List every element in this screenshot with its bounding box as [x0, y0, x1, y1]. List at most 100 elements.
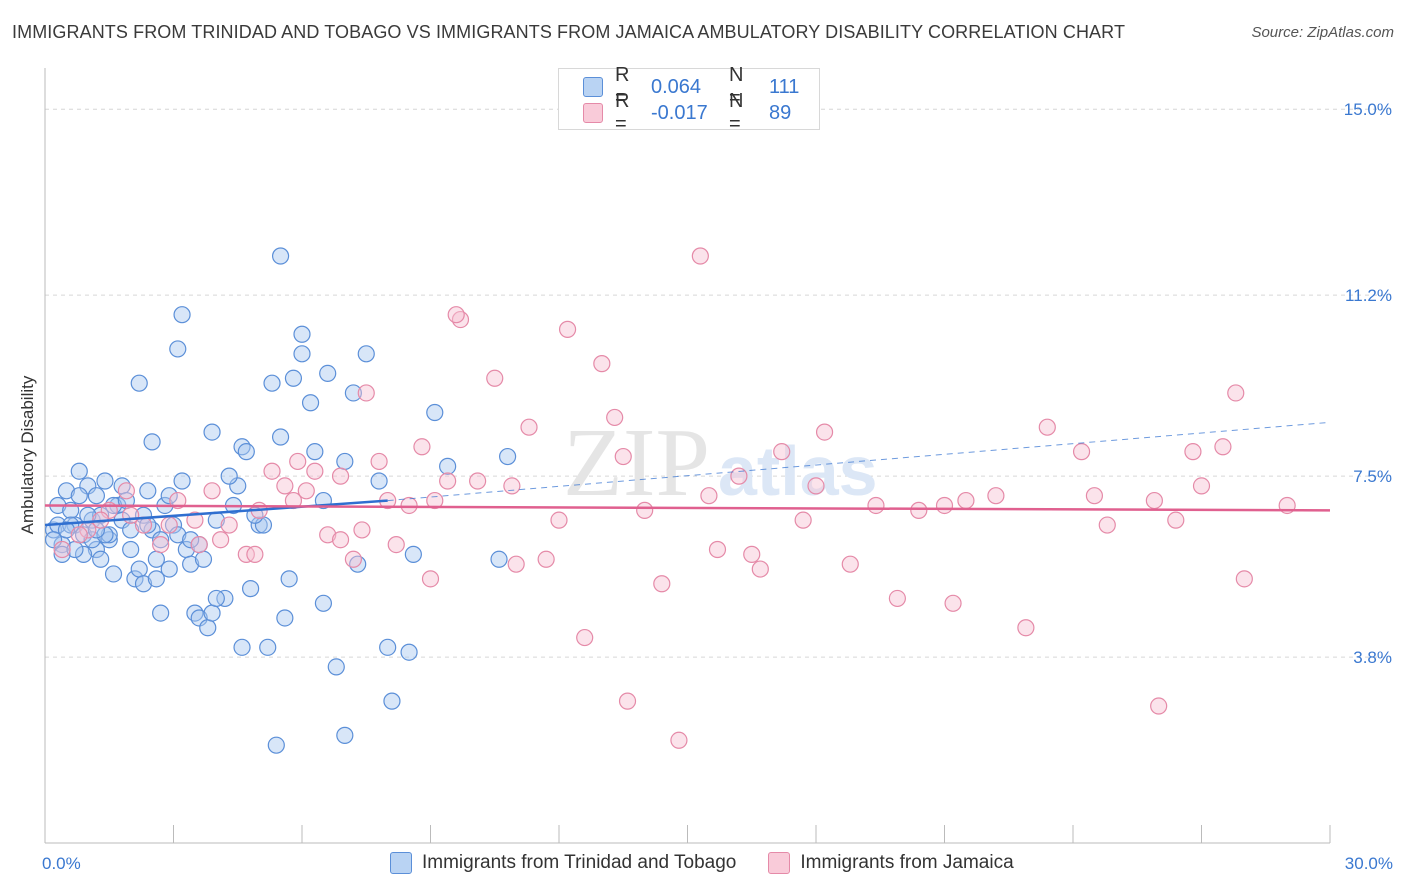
watermark-zip: ZIP — [563, 409, 710, 517]
data-point-trinidad — [152, 531, 170, 549]
data-point-jamaica — [421, 570, 440, 588]
data-point-trinidad — [160, 487, 178, 505]
y-axis-label: Ambulatory Disability — [18, 375, 37, 535]
data-point-jamaica — [794, 511, 812, 529]
data-point-trinidad — [160, 560, 178, 578]
data-point-jamaica — [469, 472, 487, 490]
data-point-trinidad — [242, 580, 260, 598]
data-point-trinidad — [134, 575, 153, 593]
data-point-trinidad — [96, 472, 114, 490]
data-point-trinidad — [250, 516, 268, 534]
data-point-jamaica — [773, 443, 791, 461]
data-point-trinidad — [233, 638, 251, 656]
data-point-jamaica — [691, 247, 709, 265]
data-point-trinidad — [130, 560, 148, 578]
data-point-jamaica — [537, 550, 555, 568]
data-point-trinidad — [203, 423, 221, 441]
data-point-trinidad — [143, 433, 161, 451]
data-point-jamaica — [331, 531, 350, 549]
grid-lines — [45, 108, 1390, 658]
data-point-trinidad — [499, 447, 517, 466]
tick-labels: 3.8% 7.5% 11.2% 15.0% 0.0% 30.0% — [42, 100, 1393, 873]
data-point-jamaica — [807, 477, 825, 495]
data-point-trinidad — [74, 545, 93, 563]
legend-item-trinidad[interactable]: Immigrants from Trinidad and Tobago — [390, 852, 736, 874]
data-point-jamaica — [220, 516, 238, 534]
data-point-trinidad — [130, 374, 148, 392]
data-point-trinidad — [100, 526, 118, 544]
data-point-jamaica — [1227, 384, 1245, 402]
data-point-jamaica — [618, 692, 637, 710]
data-point-jamaica — [439, 472, 457, 490]
data-point-jamaica — [169, 491, 187, 510]
data-point-jamaica — [1150, 697, 1168, 715]
data-point-trinidad — [182, 555, 200, 573]
n-label: N = — [729, 90, 744, 135]
data-point-trinidad — [83, 531, 101, 549]
data-point-jamaica — [331, 467, 350, 485]
chart-title: IMMIGRANTS FROM TRINIDAD AND TOBAGO VS I… — [12, 22, 1126, 42]
data-point-trinidad — [122, 521, 140, 539]
data-point-trinidad — [237, 443, 255, 461]
data-point-jamaica — [636, 501, 654, 519]
data-point-jamaica — [1214, 438, 1232, 456]
data-point-trinidad — [336, 452, 354, 471]
data-point-trinidad — [271, 247, 290, 265]
data-point-jamaica — [344, 550, 362, 568]
data-point-jamaica — [944, 594, 962, 612]
data-point-trinidad — [66, 516, 84, 534]
data-point-trinidad — [327, 658, 345, 676]
r-label: R = — [615, 64, 630, 109]
series-jamaica-points — [53, 247, 1296, 749]
series-legend: Immigrants from Trinidad and Tobago Immi… — [390, 852, 1046, 874]
data-point-trinidad — [284, 369, 303, 387]
data-point-jamaica — [1192, 477, 1211, 495]
data-point-jamaica — [263, 462, 281, 480]
data-point-trinidad — [301, 394, 320, 412]
data-point-jamaica — [1017, 619, 1035, 637]
data-point-jamaica — [1235, 570, 1253, 588]
data-point-jamaica — [987, 487, 1005, 505]
data-point-jamaica — [1167, 511, 1185, 529]
data-point-trinidad — [169, 340, 187, 358]
data-point-trinidad — [70, 487, 88, 505]
data-point-trinidad — [306, 443, 324, 461]
data-point-jamaica — [160, 516, 178, 534]
legend-item-jamaica[interactable]: Immigrants from Jamaica — [768, 852, 1014, 874]
data-point-jamaica — [447, 306, 465, 324]
data-point-jamaica — [400, 496, 418, 515]
legend-label-jamaica: Immigrants from Jamaica — [800, 852, 1014, 873]
data-point-trinidad — [53, 545, 71, 563]
data-point-trinidad — [271, 428, 290, 446]
data-point-jamaica — [370, 452, 388, 471]
data-point-jamaica — [606, 408, 624, 427]
data-point-jamaica — [743, 545, 761, 563]
legend-swatch-blue — [390, 852, 412, 874]
data-point-trinidad — [276, 609, 294, 627]
data-point-trinidad — [379, 638, 397, 656]
data-point-trinidad — [57, 521, 76, 539]
legend-row-jamaica: R = -0.017 N = 89 — [583, 90, 791, 135]
data-point-jamaica — [670, 731, 688, 749]
correlation-legend: R = 0.064 N = 111 R = -0.017 N = 89 — [558, 64, 820, 135]
data-point-jamaica — [1145, 491, 1163, 510]
r-label: R = — [615, 90, 630, 135]
trend-lines — [44, 421, 1331, 527]
data-point-trinidad — [92, 550, 110, 568]
legend-row-trinidad: R = 0.064 N = 111 — [583, 64, 800, 109]
data-point-jamaica — [357, 384, 375, 402]
data-point-trinidad — [169, 526, 187, 544]
data-point-jamaica — [284, 491, 303, 510]
n-value: 111 — [769, 75, 800, 98]
data-point-jamaica — [246, 545, 264, 563]
data-point-jamaica — [53, 540, 71, 559]
data-point-jamaica — [558, 320, 577, 338]
r-value: -0.017 — [651, 101, 708, 124]
data-point-jamaica — [152, 536, 170, 554]
data-point-trinidad — [147, 570, 165, 588]
data-point-jamaica — [297, 482, 315, 500]
x-tick-label-max: 30.0% — [1345, 854, 1393, 873]
data-point-trinidad — [190, 609, 208, 627]
data-point-trinidad — [293, 345, 311, 363]
